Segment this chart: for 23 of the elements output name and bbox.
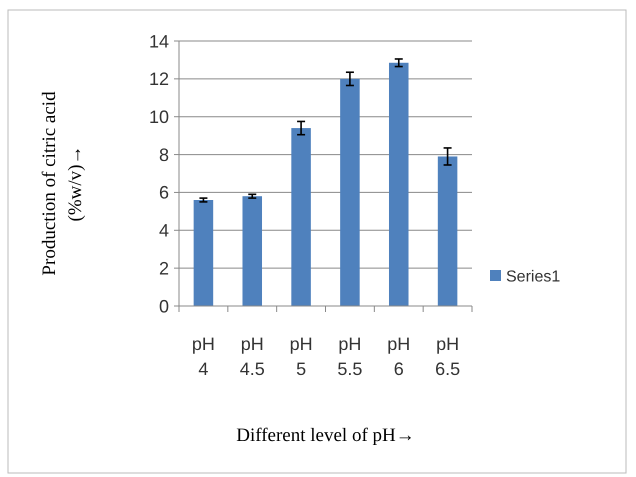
- y-axis-title: Production of citric acid (%w/v)→: [39, 90, 86, 276]
- y-tick-label: 6: [158, 182, 169, 203]
- y-tick-label: 8: [158, 144, 169, 165]
- y-tick-label: 12: [148, 69, 169, 90]
- x-axis-title: Different level of pH→: [236, 425, 415, 446]
- bar: [438, 156, 458, 306]
- y-tick-label: 4: [158, 220, 169, 241]
- x-tick-label: pH 6: [387, 334, 410, 379]
- bar: [291, 128, 311, 306]
- x-tick-label: pH 4.5: [240, 334, 265, 379]
- y-tick-label: 14: [148, 31, 169, 52]
- bar: [388, 62, 409, 306]
- x-tick-label: pH 5.5: [337, 334, 362, 379]
- bar: [194, 200, 214, 306]
- legend-label: Series1: [506, 268, 560, 286]
- bar: [242, 196, 262, 306]
- x-tick-label: pH 5: [290, 334, 313, 379]
- x-tick-label: pH 6.5: [435, 334, 460, 379]
- y-tick-label: 0: [158, 296, 169, 316]
- y-tick-label: 10: [148, 107, 169, 128]
- y-tick-label: 2: [158, 258, 169, 278]
- bar: [340, 78, 360, 306]
- x-tick-label: pH 4: [192, 334, 215, 379]
